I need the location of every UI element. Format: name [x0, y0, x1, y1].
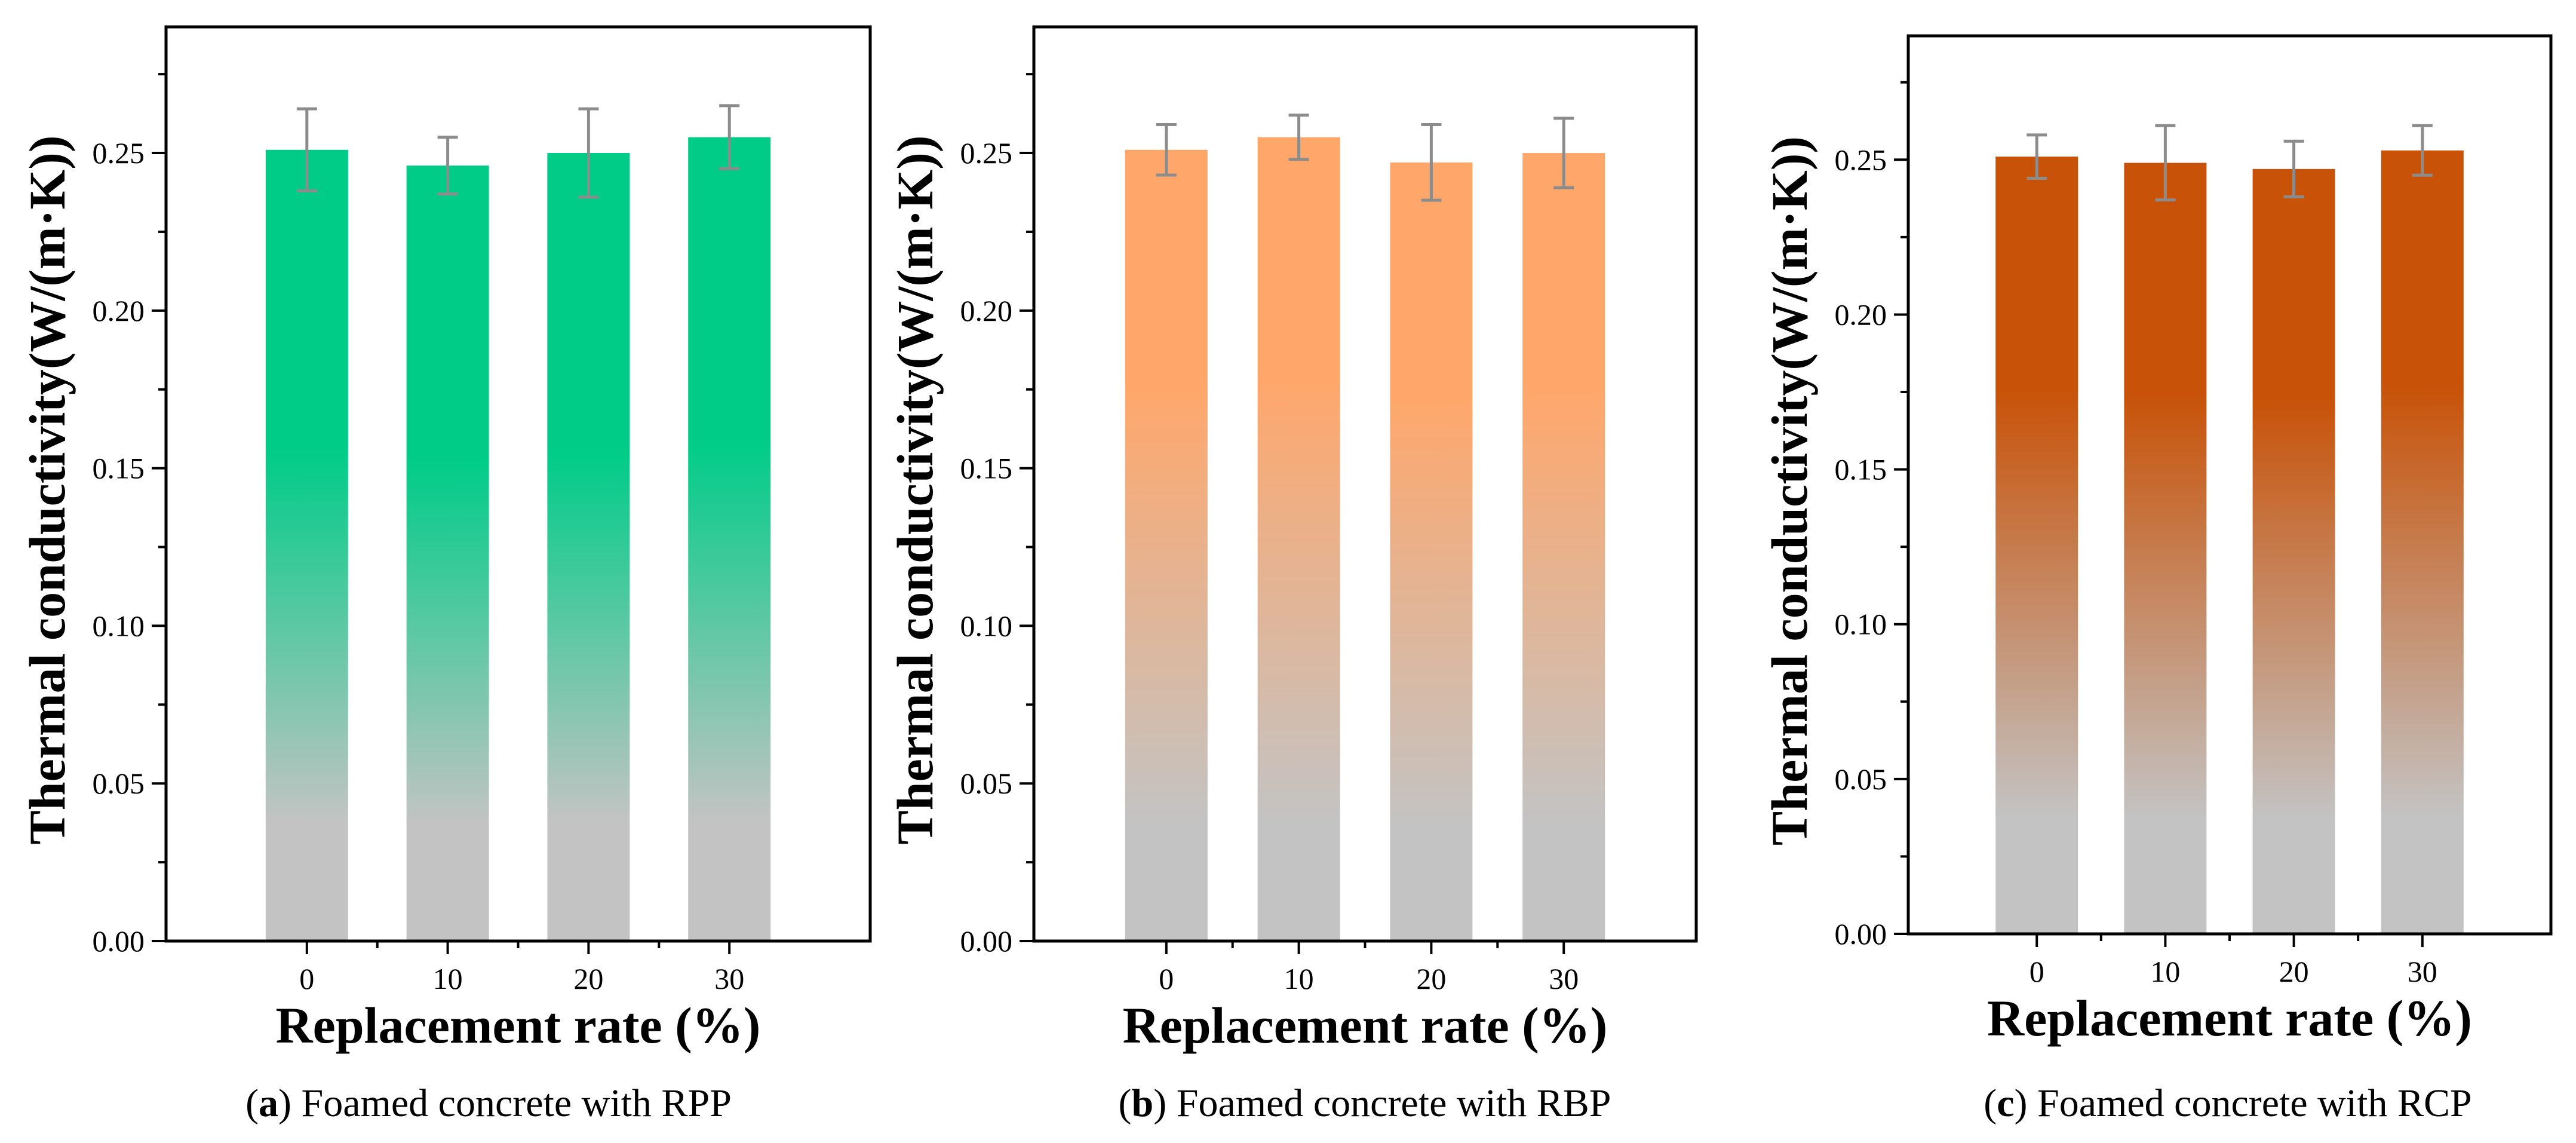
plot-frame-b	[1032, 25, 1698, 943]
caption-letter-a: a	[259, 1081, 278, 1125]
error-bar-b-10	[1288, 114, 1309, 161]
error-bar-c-20	[2283, 139, 2304, 199]
x-axis-title-a: Replacement rate (%)	[276, 997, 761, 1054]
y-tick-label-c-5: 0.25	[1835, 143, 1887, 176]
error-bar-c-0	[2027, 133, 2047, 180]
x-tick-label-b-20: 20	[1416, 962, 1446, 995]
x-tick-label-c-0: 0	[2030, 955, 2044, 988]
error-bar-a-20	[578, 107, 599, 199]
bar-c-0	[1995, 157, 2078, 934]
y-tick-label-a-2: 0.10	[93, 609, 145, 642]
caption-c: (c) Foamed concrete with RCP	[1984, 1081, 2471, 1125]
x-tick-label-a-0: 0	[299, 962, 314, 995]
caption-letter-b: b	[1132, 1081, 1154, 1125]
y-tick-label-c-3: 0.15	[1835, 453, 1887, 486]
error-bar-a-0	[296, 107, 317, 192]
error-bar-b-0	[1156, 123, 1177, 177]
y-tick-label-c-1: 0.05	[1835, 762, 1887, 796]
plot-frame-a	[164, 25, 872, 943]
bar-b-0	[1125, 149, 1208, 941]
y-tick-label-a-1: 0.05	[93, 767, 145, 800]
x-tick-label-c-10: 10	[2150, 955, 2180, 988]
caption-b: (b) Foamed concrete with RBP	[1119, 1081, 1611, 1125]
x-tick-label-b-30: 30	[1549, 962, 1579, 995]
y-tick-label-b-2: 0.10	[960, 609, 1013, 642]
bar-c-10	[2124, 163, 2207, 934]
y-tick-label-a-4: 0.20	[93, 294, 145, 327]
y-tick-label-a-3: 0.15	[93, 452, 145, 485]
x-tick-label-a-10: 10	[433, 962, 463, 995]
y-tick-label-b-3: 0.15	[960, 452, 1013, 485]
x-tick-label-b-10: 10	[1284, 962, 1314, 995]
bar-b-20	[1390, 162, 1473, 941]
bar-a-30	[688, 137, 771, 942]
bar-c-20	[2252, 168, 2335, 934]
y-tick-label-c-4: 0.20	[1835, 298, 1887, 331]
bar-a-10	[406, 166, 489, 941]
y-axis-title-c: Thermal conductivity(W/(m·K))	[1761, 136, 1818, 845]
bar-b-30	[1522, 153, 1605, 942]
error-bar-a-30	[719, 104, 740, 170]
bar-a-20	[547, 153, 630, 942]
x-tick-label-a-30: 30	[714, 962, 744, 995]
x-tick-label-a-20: 20	[573, 962, 603, 995]
chart-panel-b: 0 10 20 30 0.00 0.05 0.10 0.15 0.20 0.25 Replaceme…	[886, 25, 1698, 1125]
x-tick-label-b-0: 0	[1159, 962, 1174, 995]
x-axis-title-c: Replacement rate (%)	[1987, 989, 2472, 1047]
y-tick-label-b-0: 0.00	[960, 924, 1013, 958]
bar-a-0	[265, 149, 348, 941]
x-axis-title-b: Replacement rate (%)	[1123, 997, 1608, 1054]
y-tick-label-c-0: 0.00	[1835, 917, 1887, 951]
caption-text-c: Foamed concrete with RCP	[2037, 1081, 2472, 1125]
bar-b-10	[1257, 137, 1340, 942]
caption-letter-c: c	[1997, 1081, 2014, 1125]
error-bar-c-10	[2155, 124, 2176, 202]
error-bar-c-30	[2412, 124, 2433, 177]
error-bar-a-10	[437, 136, 458, 196]
y-axis-title-a: Thermal conductivity(W/(m·K))	[19, 135, 76, 844]
x-tick-label-c-20: 20	[2279, 955, 2309, 988]
caption-a: (a) Foamed concrete with RPP	[245, 1081, 732, 1125]
y-tick-label-b-1: 0.05	[960, 767, 1013, 800]
chart-panel-a: 0 10 20 30 0.00 0.05 0.10 0.15 0.20 0.25 Replaceme…	[19, 25, 872, 1125]
error-bar-b-20	[1421, 123, 1442, 202]
y-tick-label-a-0: 0.00	[93, 924, 145, 958]
error-bar-b-30	[1553, 117, 1574, 189]
x-tick-label-c-30: 30	[2408, 955, 2437, 988]
caption-text-b: Foamed concrete with RBP	[1177, 1081, 1611, 1125]
y-axis-title-b: Thermal conductivity(W/(m·K))	[886, 135, 944, 844]
y-tick-label-a-5: 0.25	[93, 136, 145, 170]
y-tick-label-b-4: 0.20	[960, 294, 1013, 327]
chart-panel-c: 0 10 20 30 0.00 0.05 0.10 0.15 0.20 0.25 Replaceme…	[1761, 34, 2553, 1125]
caption-text-a: Foamed concrete with RPP	[302, 1081, 732, 1125]
y-tick-label-c-2: 0.10	[1835, 608, 1887, 641]
y-tick-label-b-5: 0.25	[960, 136, 1013, 170]
bar-c-30	[2381, 150, 2464, 934]
plot-frame-c	[1906, 34, 2553, 936]
